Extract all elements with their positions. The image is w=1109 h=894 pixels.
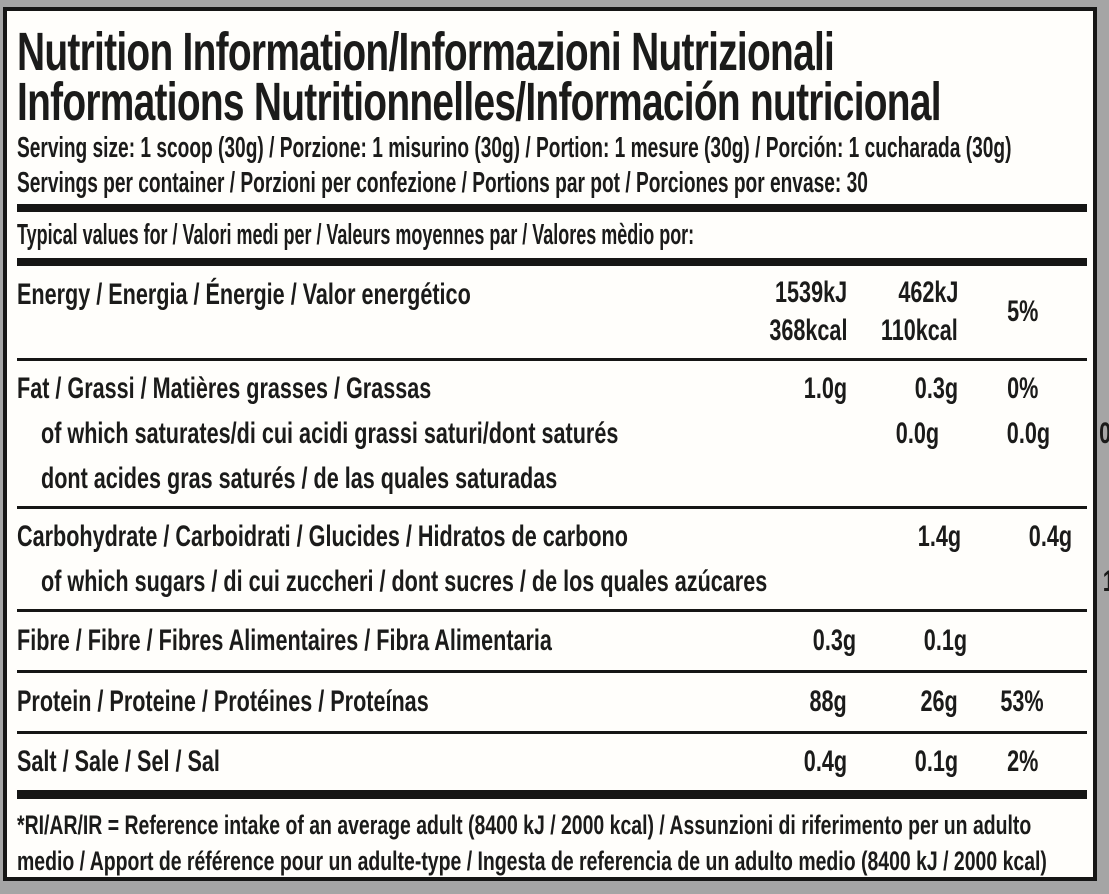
table-header-row: Typical values for / Valori medi per / V… <box>17 212 1087 258</box>
fat-100g: 1.0g <box>803 371 847 405</box>
divider-fat <box>17 506 1087 509</box>
salt-100g: 0.4g <box>803 745 847 778</box>
header-label-cell: Typical values for / Valori medi per / V… <box>17 219 1109 252</box>
divider-energy <box>17 358 1087 361</box>
protein-ri: 53% <box>1000 685 1045 718</box>
servings-per-container-line: Servings per container / Porzioni per co… <box>17 167 868 199</box>
saturates-100g: 0.0g <box>895 416 939 450</box>
energy-label: Energy / Energia / Énergie / Valor energ… <box>17 278 471 311</box>
fat-ri: 0% <box>1006 371 1039 405</box>
serving-info: Serving size: 1 scoop (30g) / Porzione: … <box>17 131 1087 201</box>
row-carbohydrate: Carbohydrate / Carboidrati / Glucides / … <box>17 514 1087 559</box>
row-fibre: Fibre / Fibre / Fibres Alimentaires / Fi… <box>17 612 1087 670</box>
divider-thick-bottom <box>17 790 1087 799</box>
carbohydrate-label: Carbohydrate / Carboidrati / Glucides / … <box>17 519 628 553</box>
title-line-1: Nutrition Information/Informazioni Nutri… <box>17 22 835 82</box>
footnote: *RI/AR/IR = Reference intake of an avera… <box>17 810 1047 876</box>
section-fat: Fat / Grassi / Matières grasses / Grassa… <box>17 361 1109 506</box>
divider-protein <box>17 731 1087 734</box>
energy-30g-kcal: 110kcal <box>881 314 958 347</box>
carbohydrate-30g: 0.4g <box>1029 519 1073 553</box>
salt-ri: 2% <box>1006 745 1039 778</box>
divider-thick-header <box>17 258 1087 266</box>
title-line-2: Informations Nutritionnelles/Información… <box>17 72 942 132</box>
divider-fibre <box>17 670 1087 673</box>
saturates-ri: 0% <box>1099 417 1109 451</box>
energy-100g-kcal: 368kcal <box>768 314 847 347</box>
protein-30g: 26g <box>920 685 958 718</box>
row-protein: Protein / Proteine / Protéines / Proteín… <box>17 673 1087 731</box>
protein-100g: 88g <box>809 685 847 718</box>
serving-size-line: Serving size: 1 scoop (30g) / Porzione: … <box>17 132 1012 164</box>
saturates-label-cont: dont acides gras saturés / de las quales… <box>41 461 558 495</box>
salt-30g: 0.1g <box>914 745 958 778</box>
carbohydrate-100g: 1.4g <box>918 519 962 553</box>
row-fat-saturates-cont: dont acides gras saturés / de las quales… <box>17 456 1087 501</box>
nutrition-label: Nutrition Information/Informazioni Nutri… <box>3 7 1109 881</box>
divider-thick-top <box>17 204 1087 212</box>
page-title: Nutrition Information/Informazioni Nutri… <box>17 22 1087 132</box>
section-carbohydrate: Carbohydrate / Carboidrati / Glucides / … <box>17 509 1109 609</box>
salt-label: Salt / Sale / Sel / Sal <box>17 745 220 778</box>
row-sugars: of which sugars / di cui zuccheri / dont… <box>17 559 1109 604</box>
divider-carbohydrate <box>17 609 1087 612</box>
header-label: Typical values for / Valori medi per / V… <box>17 218 695 251</box>
row-fat: Fat / Grassi / Matières grasses / Grassa… <box>17 366 1087 411</box>
energy-ri: 5% <box>1006 295 1039 328</box>
fat-label: Fat / Grassi / Matières grasses / Grassa… <box>17 371 432 405</box>
row-energy: Energy / Energia / Énergie / Valor energ… <box>17 266 1087 358</box>
energy-30g-kj: 462kJ <box>897 276 958 309</box>
energy-100g-kj: 1539kJ <box>774 276 847 309</box>
row-salt: Salt / Sale / Sel / Sal 0.4g 0.1g 2% <box>17 734 1087 790</box>
fibre-30g: 0.1g <box>923 624 967 657</box>
row-fat-saturates: of which saturates/di cui acidi grassi s… <box>17 411 1109 456</box>
sugars-label: of which sugars / di cui zuccheri / dont… <box>41 564 768 598</box>
protein-label: Protein / Proteine / Protéines / Proteín… <box>17 685 429 718</box>
saturates-label: of which saturates/di cui acidi grassi s… <box>41 416 619 450</box>
fibre-100g: 0.3g <box>812 624 856 657</box>
sugars-100g: 1.0g <box>1102 565 1109 599</box>
saturates-30g: 0.0g <box>1006 416 1050 450</box>
fibre-label: Fibre / Fibre / Fibres Alimentaires / Fi… <box>17 624 552 657</box>
fat-30g: 0.3g <box>914 371 958 405</box>
